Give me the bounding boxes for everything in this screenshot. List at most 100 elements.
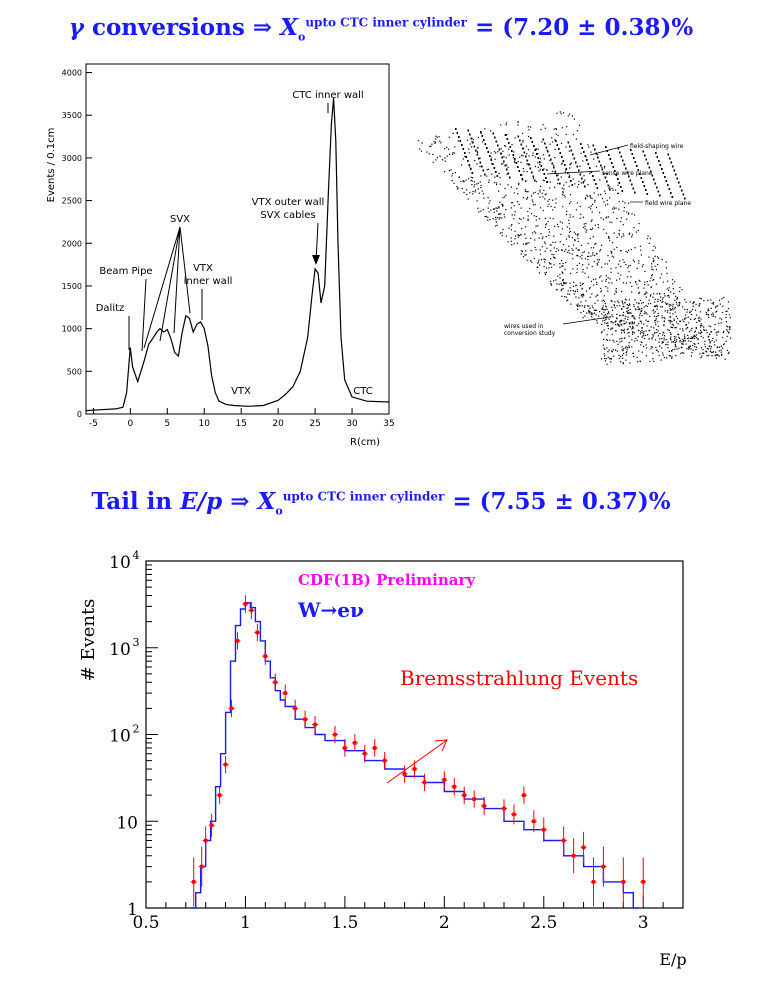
wire-dot — [513, 192, 515, 194]
wire-dot — [560, 163, 563, 165]
wire-dot — [590, 255, 592, 257]
wire-dot — [572, 268, 574, 270]
wire-dot — [605, 232, 608, 234]
annotation-svx-cables: SVX cables — [260, 210, 315, 221]
wire-dot — [604, 360, 606, 362]
wire-dot — [496, 210, 498, 212]
wire-dot — [657, 312, 659, 314]
wire-dot — [497, 144, 499, 147]
wire-dot — [669, 331, 671, 334]
wire-dot — [575, 209, 577, 211]
wire-dot — [715, 339, 717, 341]
wire-dot — [582, 296, 584, 298]
wire-dot — [555, 128, 557, 130]
wire-dot — [551, 137, 553, 139]
wire-dot — [614, 321, 616, 323]
wire-dot — [669, 157, 671, 160]
data-point — [482, 804, 486, 808]
wire-dot — [544, 261, 546, 263]
wire-dot — [527, 196, 529, 198]
wire-dot — [484, 216, 486, 218]
wire-dot — [510, 229, 512, 231]
wire-dot — [669, 322, 671, 324]
wire-dot — [606, 199, 608, 201]
wire-dot — [518, 170, 521, 172]
wire-dot — [638, 222, 640, 225]
wire-dot — [647, 334, 649, 336]
wire-dot — [507, 172, 510, 175]
wire-dot — [637, 287, 639, 289]
wire-dot — [569, 228, 571, 230]
wire-dot — [641, 309, 643, 311]
wire-dot — [626, 276, 629, 278]
wire-dot — [640, 344, 642, 346]
x-tick-label: -5 — [89, 419, 98, 429]
wire-dot — [472, 193, 474, 195]
wire-dot — [561, 162, 564, 164]
y-tick-label: 500 — [67, 367, 82, 376]
wire-dot — [544, 127, 546, 129]
wire-dot — [580, 285, 582, 287]
wire-dot — [611, 221, 613, 224]
wire-dot — [501, 235, 503, 237]
wire-dot — [574, 239, 576, 241]
wire-dot — [509, 146, 512, 148]
wire-dot — [559, 111, 561, 113]
wire-dot — [487, 168, 489, 170]
arrow-svx-1 — [143, 226, 181, 349]
wire-dot — [481, 135, 484, 137]
wire-dot — [461, 144, 463, 146]
wire-dot — [618, 324, 620, 326]
wire-dot — [662, 300, 664, 302]
wire-dot — [674, 327, 676, 329]
wire-dot — [535, 215, 537, 218]
wire-dot — [712, 312, 714, 314]
wire-dot — [659, 164, 662, 166]
wire-dot — [656, 316, 658, 318]
wire-dot — [640, 333, 642, 335]
wire-dot — [611, 255, 613, 257]
wire-dot — [667, 329, 669, 331]
wire-dot — [644, 154, 646, 157]
wire-dot — [573, 231, 575, 233]
wire-dot — [666, 357, 668, 359]
wire-dot — [560, 233, 562, 236]
wire-dot — [686, 327, 688, 329]
wire-dot — [595, 278, 597, 280]
wire-dot — [449, 153, 451, 155]
wire-dot — [474, 191, 476, 193]
wire-dot — [588, 146, 590, 148]
wire-dot — [617, 300, 619, 302]
wire-dot — [563, 282, 565, 284]
x-axis-label: E/p — [659, 950, 686, 969]
wire-dot — [565, 238, 568, 240]
wire-dot — [687, 334, 689, 336]
wire-dot — [673, 336, 675, 338]
wire-dot — [532, 201, 534, 203]
wire-dot — [692, 344, 694, 346]
wire-dot — [605, 278, 607, 281]
wire-dot — [545, 224, 547, 226]
wire-dot — [700, 324, 702, 326]
wire-dot — [623, 348, 625, 350]
wire-dot — [699, 297, 701, 299]
x-tick-label: 1.5 — [331, 913, 358, 933]
wire-dot — [551, 162, 554, 165]
wire-dot — [606, 308, 608, 310]
wire-dot — [645, 330, 647, 332]
wire-dot — [602, 218, 604, 220]
wire-dot — [518, 222, 520, 224]
wire-dot — [656, 304, 658, 306]
wire-dot — [585, 290, 588, 292]
wire-dot — [678, 337, 681, 339]
wire-dot — [535, 148, 537, 150]
wire-dot — [607, 277, 609, 279]
wire-dot — [525, 237, 527, 239]
wire-dot — [499, 217, 501, 219]
wire-dot — [631, 321, 633, 323]
wire-dot — [656, 256, 659, 258]
x-tick-label: 10 — [199, 419, 211, 429]
wire-dot — [518, 183, 520, 186]
wire-dot — [683, 341, 685, 343]
data-point — [229, 706, 234, 711]
